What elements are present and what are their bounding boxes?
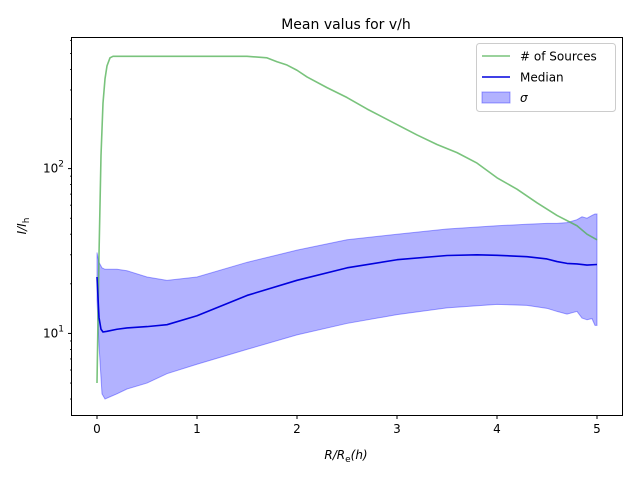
x-axis-label: R/Re(h) [324,448,367,465]
legend-label-median: Median [520,71,564,85]
series-line-median [96,253,598,333]
y-tick-label: 101 [43,324,64,340]
y-axis-label-main: I/I [15,223,29,235]
series-band-sigma [96,213,598,400]
x-axis-label-suffix: (h) [351,448,368,462]
y-axis-label: I/Ih [15,218,32,235]
legend-box [476,43,616,112]
plot-area [96,55,598,400]
y-axis-label-subscript: h [22,218,32,224]
chart-title: Mean valus for v/h [281,17,411,33]
x-tick-label: 5 [593,422,601,436]
series-line-sources [96,55,598,384]
x-tick-label: 3 [393,422,401,436]
x-axis-label-subscript: e [345,455,351,465]
legend-label-sources: # of Sources [520,50,597,64]
x-axis-label-main: R/R [324,448,345,462]
x-tick-label: 2 [293,422,301,436]
y-tick-label: 102 [43,160,64,176]
legend-swatch-sigma [481,91,511,104]
x-tick-label: 1 [193,422,201,436]
legend-label-sigma: σ [520,91,528,105]
legend: # of Sources Median σ [476,43,616,112]
x-axis: 0 1 2 3 4 5 [93,415,601,436]
x-tick-label: 4 [493,422,501,436]
plot-frame [71,37,623,416]
x-tick-label: 0 [93,422,101,436]
y-axis: 101 102 [43,39,72,400]
